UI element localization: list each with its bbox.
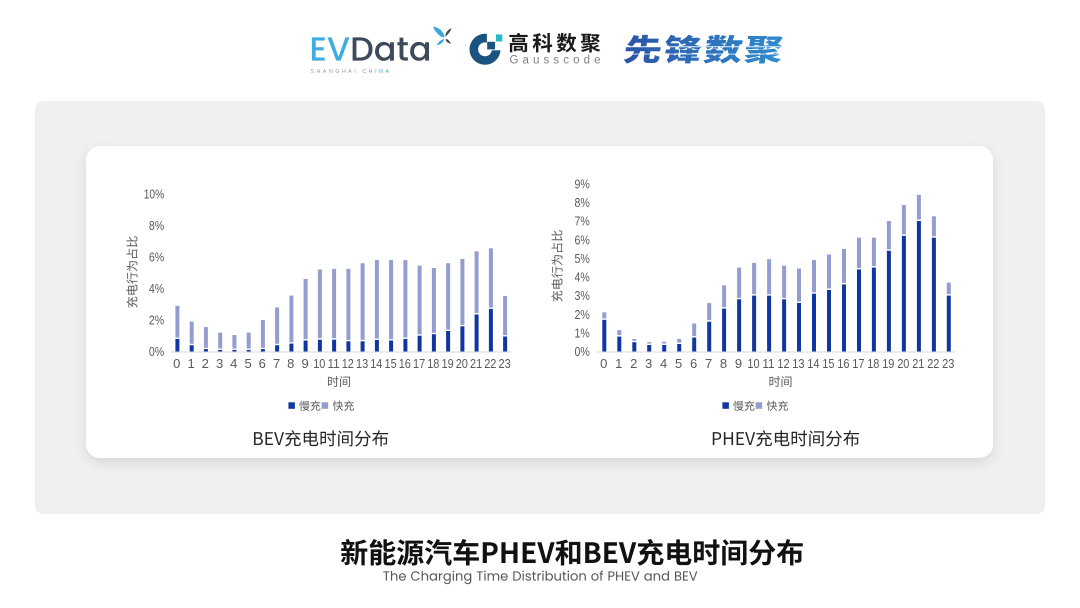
svg-text:18: 18 [427, 356, 439, 371]
svg-text:0%: 0% [575, 344, 591, 359]
svg-text:14: 14 [807, 356, 819, 371]
svg-text:5: 5 [244, 356, 251, 371]
svg-text:14: 14 [370, 356, 382, 371]
svg-text:10%: 10% [144, 187, 165, 202]
svg-text:2%: 2% [149, 313, 165, 328]
svg-text:9: 9 [735, 356, 742, 371]
svg-text:10: 10 [313, 356, 325, 371]
svg-text:15: 15 [822, 356, 834, 371]
svg-text:8%: 8% [149, 218, 165, 233]
svg-text:20: 20 [897, 356, 909, 371]
svg-text:3: 3 [645, 356, 652, 371]
svg-text:19: 19 [442, 356, 454, 371]
svg-text:21: 21 [470, 356, 482, 371]
svg-text:16: 16 [837, 356, 849, 371]
svg-text:2: 2 [202, 356, 209, 371]
svg-text:23: 23 [499, 356, 511, 371]
svg-text:11: 11 [762, 356, 774, 371]
svg-text:4: 4 [230, 356, 237, 371]
svg-text:9%: 9% [575, 176, 591, 191]
svg-text:15: 15 [385, 356, 397, 371]
svg-text:7%: 7% [575, 214, 591, 229]
svg-text:3: 3 [216, 356, 223, 371]
svg-text:4%: 4% [149, 281, 165, 296]
svg-text:11: 11 [328, 356, 340, 371]
svg-text:Gausscode: Gausscode [510, 55, 605, 67]
svg-text:4: 4 [660, 356, 667, 371]
svg-text:17: 17 [413, 356, 425, 371]
svg-text:2%: 2% [575, 307, 591, 322]
svg-text:13: 13 [792, 356, 804, 371]
svg-text:1%: 1% [575, 326, 591, 341]
svg-text:8%: 8% [575, 195, 591, 210]
svg-text:0%: 0% [149, 344, 165, 359]
svg-text:22: 22 [484, 356, 496, 371]
svg-text:1: 1 [615, 356, 622, 371]
svg-text:12: 12 [777, 356, 789, 371]
svg-text:7: 7 [273, 356, 280, 371]
svg-text:18: 18 [867, 356, 879, 371]
svg-text:12: 12 [342, 356, 354, 371]
svg-text:3%: 3% [575, 288, 591, 303]
svg-text:SHANGHAI CHINA: SHANGHAI CHINA [311, 69, 392, 75]
svg-text:8: 8 [287, 356, 294, 371]
svg-text:22: 22 [927, 356, 939, 371]
svg-text:21: 21 [912, 356, 924, 371]
svg-text:6: 6 [690, 356, 697, 371]
svg-text:5: 5 [675, 356, 682, 371]
svg-text:0: 0 [600, 356, 607, 371]
svg-text:0: 0 [173, 356, 180, 371]
svg-text:1: 1 [187, 356, 194, 371]
svg-text:6%: 6% [575, 232, 591, 247]
svg-text:13: 13 [356, 356, 368, 371]
svg-text:5%: 5% [575, 251, 591, 266]
svg-text:8: 8 [720, 356, 727, 371]
svg-text:16: 16 [399, 356, 411, 371]
svg-text:23: 23 [942, 356, 954, 371]
svg-text:6: 6 [259, 356, 266, 371]
svg-text:17: 17 [852, 356, 864, 371]
svg-text:20: 20 [456, 356, 468, 371]
svg-text:19: 19 [882, 356, 894, 371]
svg-text:7: 7 [705, 356, 712, 371]
svg-text:2: 2 [630, 356, 637, 371]
svg-text:10: 10 [747, 356, 759, 371]
svg-text:6%: 6% [149, 250, 165, 265]
svg-text:9: 9 [301, 356, 308, 371]
svg-text:4%: 4% [575, 270, 591, 285]
